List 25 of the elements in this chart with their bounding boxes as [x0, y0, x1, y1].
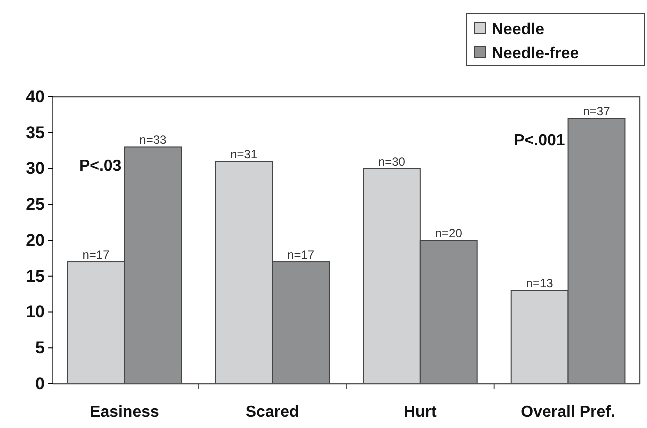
- x-tick-label: Scared: [246, 404, 300, 421]
- y-tick-label: 35: [26, 123, 45, 142]
- x-tick-label: Easiness: [90, 404, 160, 421]
- data-label: n=13: [526, 276, 554, 291]
- data-label: n=37: [583, 104, 611, 119]
- legend-label: Needle: [492, 22, 545, 39]
- annotation: P<.001: [514, 132, 566, 150]
- data-label: n=30: [378, 154, 406, 169]
- y-tick-label: 15: [26, 266, 45, 286]
- data-label: n=31: [230, 148, 258, 162]
- y-tick-label: 0: [36, 374, 45, 394]
- x-tick-label: Overall Pref.: [521, 404, 616, 421]
- y-tick-label: 10: [26, 302, 45, 322]
- data-label: n=17: [82, 248, 110, 262]
- data-label: n=33: [140, 133, 168, 148]
- y-tick-label: 25: [26, 195, 45, 214]
- y-tick-label: 30: [26, 159, 45, 178]
- y-tick-label: 5: [36, 338, 45, 358]
- data-label: n=20: [435, 226, 463, 240]
- y-tick-label: 40: [26, 87, 45, 106]
- data-label: n=17: [288, 248, 315, 262]
- annotation: P<.03: [79, 158, 122, 175]
- legend-label: Needle-free: [492, 46, 580, 63]
- x-tick-label: Hurt: [404, 404, 438, 421]
- y-tick-label: 20: [26, 230, 45, 250]
